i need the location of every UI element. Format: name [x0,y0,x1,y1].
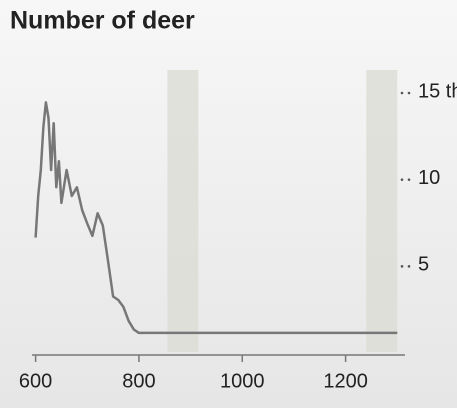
x-tick-label: 1000 [220,370,265,392]
tick-dot [407,91,411,95]
data-line [34,101,398,335]
tick-dot [400,91,404,95]
y-tick-label: 5 [418,254,429,276]
y-tick-label: 10 [418,167,440,189]
x-tick-label: 800 [122,370,155,392]
tick-dot [400,178,404,181]
y-tick [400,91,411,95]
tick-dot [407,265,411,268]
shaded-region [167,70,199,352]
tick-dot [400,265,404,268]
shaded-region [366,70,398,352]
chart-title: Number of deer [10,7,195,35]
y-tick [400,178,411,181]
tick-dot [407,178,411,181]
x-tick-label: 1200 [323,370,368,392]
x-tick-label: 600 [19,370,52,392]
y-tick [400,265,411,268]
y-tick-label: 15 thousand [418,80,457,102]
